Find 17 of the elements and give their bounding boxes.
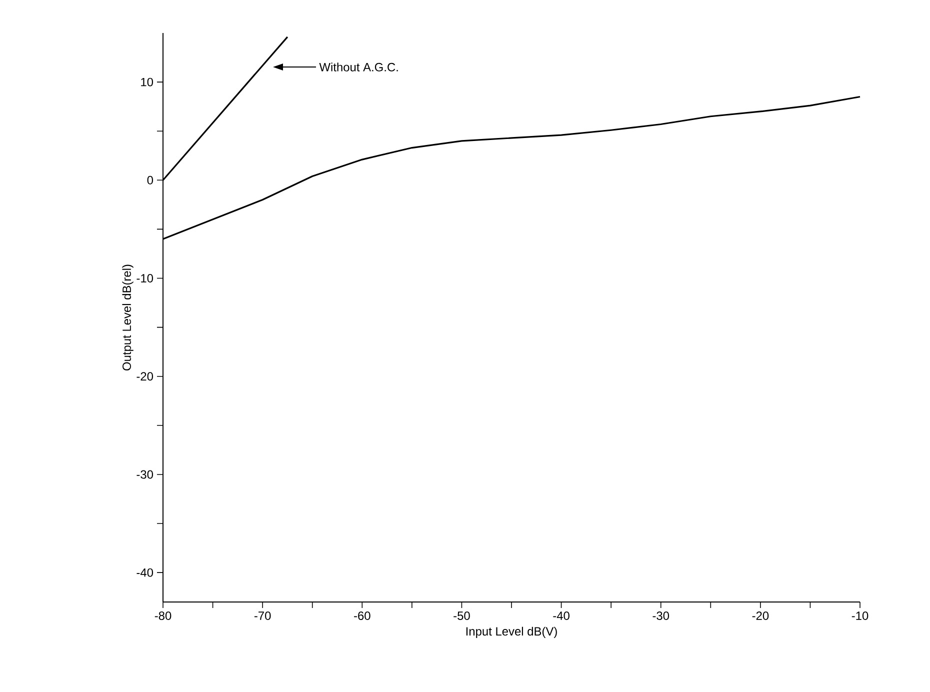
x-tick-label: -30 <box>652 612 670 620</box>
y-axis-title: Output Level dB(rel) <box>122 264 134 370</box>
x-tick-label: -60 <box>354 612 370 620</box>
y-tick-label: -40 <box>136 568 154 577</box>
x-tick-label: -20 <box>752 612 769 620</box>
y-tick-label: 0 <box>147 176 154 184</box>
x-axis-title: Input Level dB(V) <box>466 626 557 638</box>
y-tick-label: -10 <box>136 274 154 282</box>
x-tick-label: -40 <box>553 612 570 620</box>
x-tick-label: -80 <box>154 612 172 620</box>
y-tick-label: -30 <box>136 470 154 479</box>
y-tick-label: 10 <box>141 78 154 86</box>
annotation: Without A.G.C. <box>319 62 398 72</box>
x-tick-label: -10 <box>852 612 868 620</box>
y-tick-label: -20 <box>136 372 154 381</box>
x-tick-label: -50 <box>454 612 470 620</box>
x-tick-label: -70 <box>254 612 271 620</box>
